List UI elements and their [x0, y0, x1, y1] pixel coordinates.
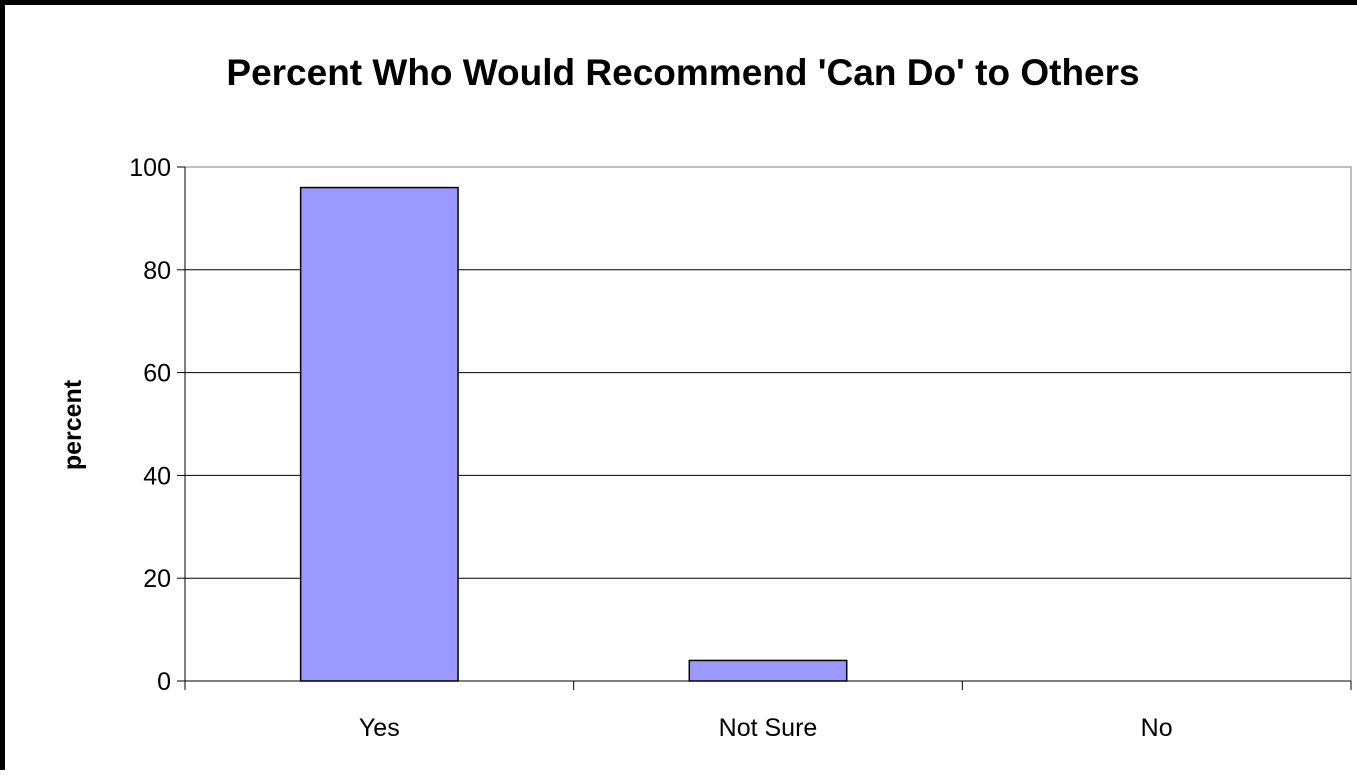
x-tick-label: No [1141, 714, 1173, 742]
y-tick-label: 20 [143, 565, 171, 593]
bar-chart: Percent Who Would Recommend 'Can Do' to … [59, 52, 1352, 742]
x-tick-label: Not Sure [719, 714, 818, 742]
plot-area: 0 20 40 60 80 100 Yes Not Sure No [129, 154, 1352, 742]
y-tick-label: 80 [143, 257, 171, 285]
y-tick-label: 0 [157, 668, 171, 696]
y-axis-label: percent [59, 379, 87, 470]
y-tick-label: 60 [143, 360, 171, 388]
bar [688, 659, 848, 682]
y-tick-label: 100 [129, 154, 171, 182]
bar [299, 186, 459, 682]
y-tick-label: 40 [143, 462, 171, 490]
x-tick-label: Yes [359, 714, 400, 742]
chart-title: Percent Who Would Recommend 'Can Do' to … [226, 52, 1139, 93]
